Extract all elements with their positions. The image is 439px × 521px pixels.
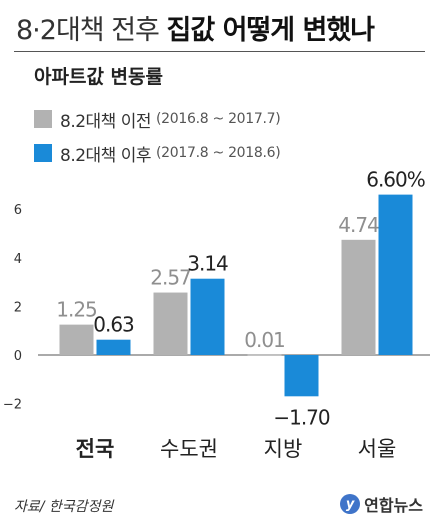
legend-swatch-after [34, 144, 52, 162]
data-label-before-0: 1.25 [56, 298, 97, 322]
chart-subtitle: 아파트값 변동률 [34, 66, 163, 88]
data-label-before-2: 0.01 [244, 328, 285, 352]
chart-title-bold: 집값 어떻게 변했나 [166, 15, 375, 46]
legend-label-after: 8.2대책 이후 [60, 145, 152, 166]
legend-label-before: 8.2대책 이전 [60, 111, 152, 132]
x-category-label: 수도권 [160, 437, 218, 461]
legend-period-before: (2016.8 ~ 2017.7) [156, 111, 281, 127]
data-label-after-1: 3.14 [187, 252, 228, 276]
chart-title: 8·2대책 전후 집값 어떻게 변했나 [16, 8, 375, 47]
bar-before-2 [247, 354, 282, 356]
bar-before-1 [153, 292, 188, 355]
data-label-before-3: 4.74 [338, 213, 379, 237]
x-category-label: 지방 [264, 437, 303, 461]
bar-after-0 [96, 339, 131, 355]
y-tick-label: 0 [14, 349, 22, 364]
x-category-label: 전국 [76, 437, 115, 461]
data-label-after-3: 6.60% [366, 168, 425, 192]
bar-after-2 [284, 355, 319, 397]
data-label-before-1: 2.57 [150, 266, 191, 290]
logo-text: 연합뉴스 [364, 496, 423, 515]
chart-title-light: 8·2대책 전후 [16, 15, 160, 46]
x-category-label: 서울 [358, 437, 397, 461]
y-tick-label: 6 [14, 203, 22, 218]
bar-after-1 [190, 278, 225, 355]
agency-logo: y 연합뉴스 [340, 492, 423, 516]
y-tick-label: −2 [3, 398, 22, 413]
legend-period-after: (2017.8 ~ 2018.6) [156, 145, 281, 161]
logo-mark-icon: y [340, 494, 361, 514]
source-note: 자료/ 한국감정원 [14, 499, 114, 515]
data-label-after-2: −1.70 [273, 405, 330, 429]
legend-swatch-before [34, 110, 52, 128]
legend-item-after: 8.2대책 이후 (2017.8 ~ 2018.6) [34, 143, 281, 166]
y-tick-label: 2 [14, 300, 22, 315]
y-tick-label: 4 [14, 252, 22, 267]
bar-after-3 [378, 194, 413, 355]
data-label-after-0: 0.63 [93, 313, 134, 337]
legend-item-before: 8.2대책 이전 (2016.8 ~ 2017.7) [34, 109, 281, 132]
title-divider [14, 51, 425, 52]
bar-before-3 [341, 239, 376, 355]
bar-before-0 [59, 324, 94, 355]
